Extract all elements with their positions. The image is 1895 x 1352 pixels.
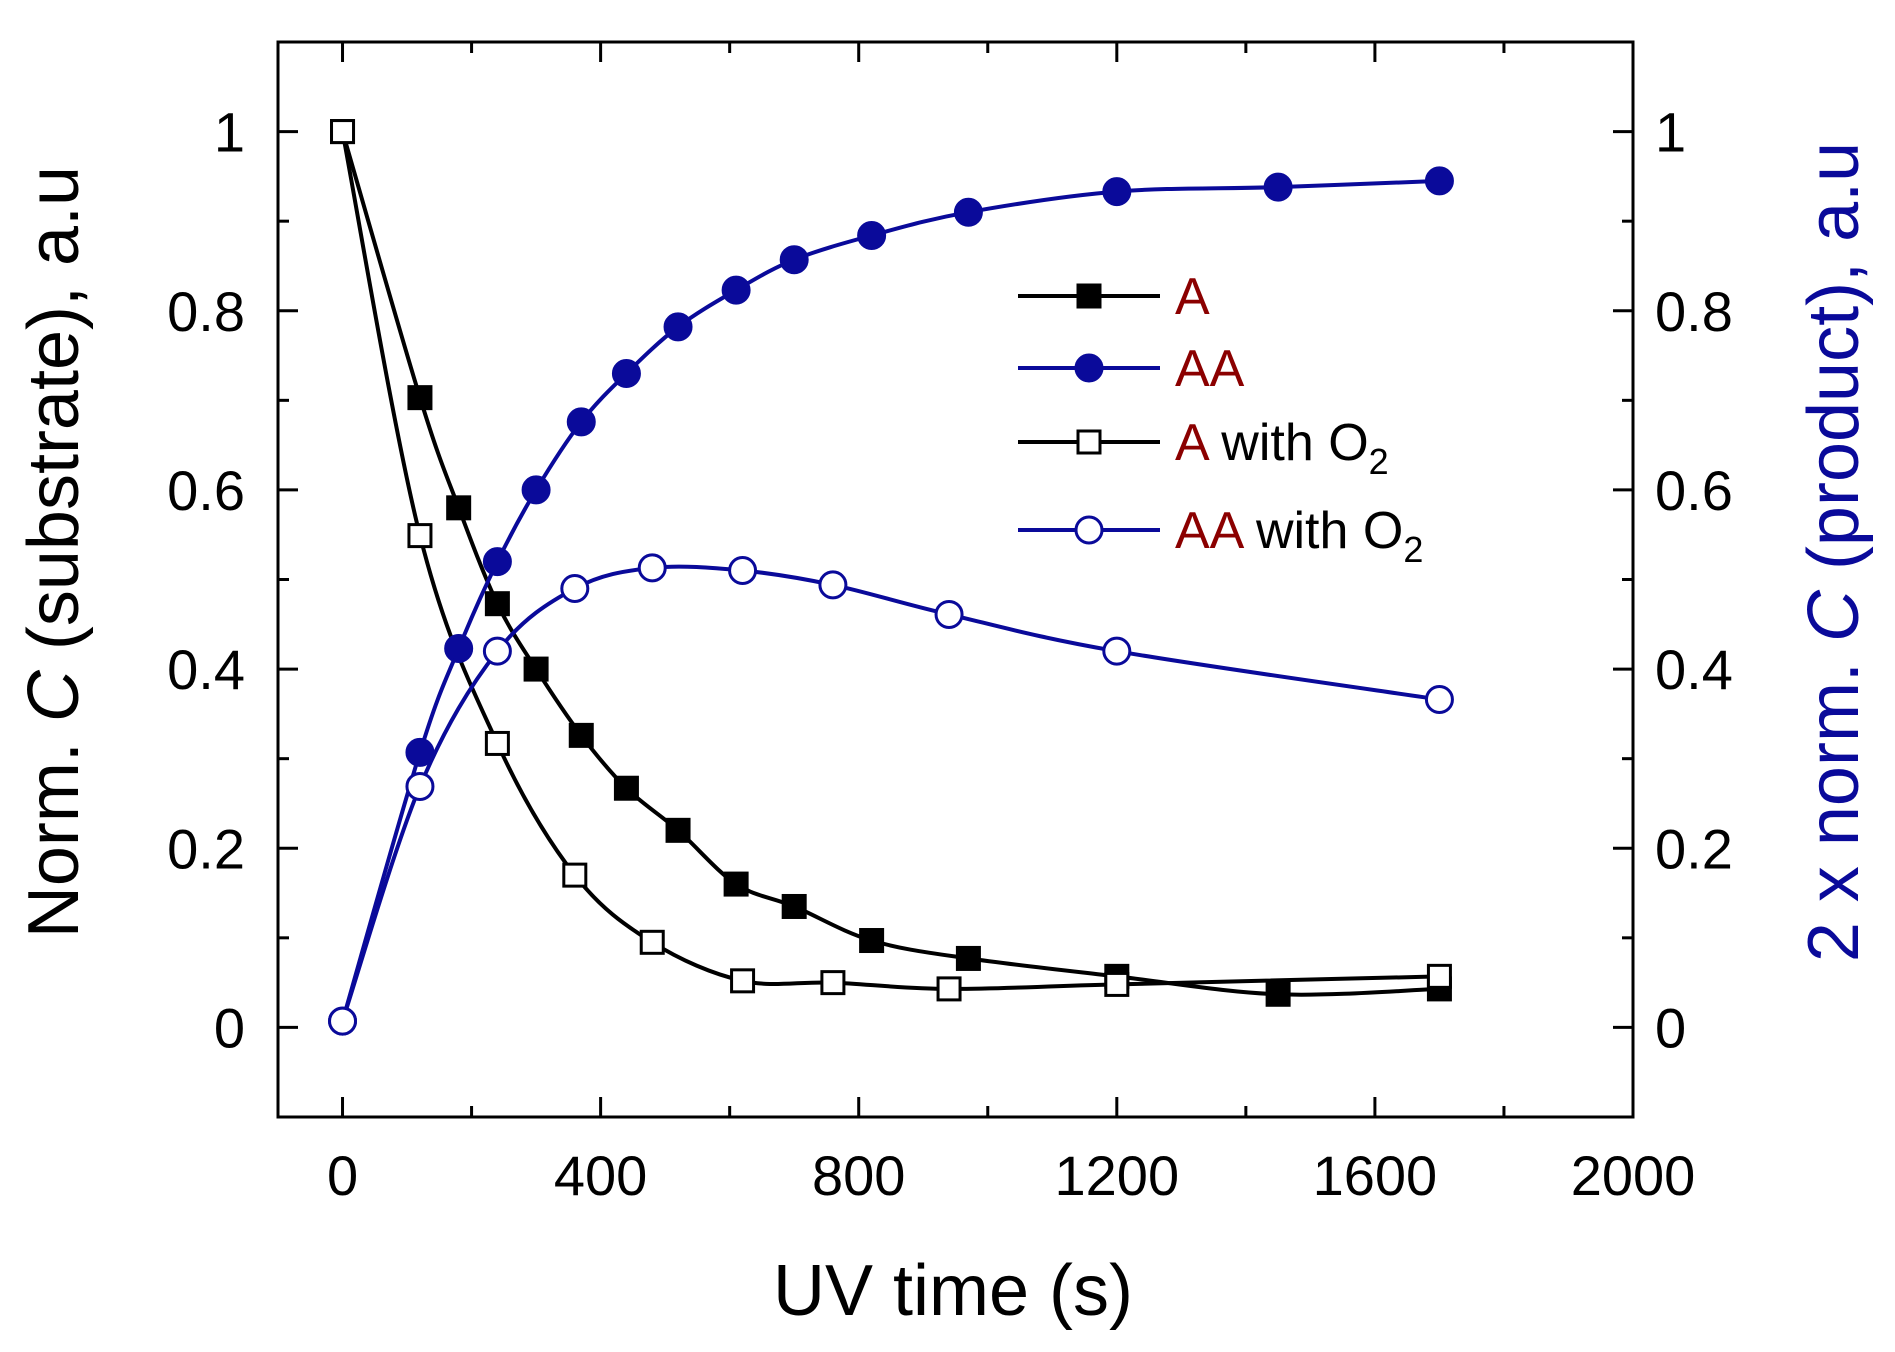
y-tick-label-left: 0.2 [167, 817, 245, 880]
axis-ticks [278, 40, 1635, 1117]
y-axis-title-right-italic: C [1794, 589, 1874, 642]
legend-name-a: A [1175, 268, 1210, 326]
data-point-aa [405, 737, 435, 767]
y-tick-label-right: 0.2 [1655, 817, 1733, 880]
data-point-a-with-o2 [730, 968, 756, 994]
legend-label-aa-with-o2: AA with O2 [1175, 502, 1423, 570]
data-point-a-with-o2 [1426, 963, 1452, 989]
y-tick-label-right: 0.6 [1655, 459, 1733, 522]
data-point-aa [779, 245, 809, 275]
x-tick-label: 800 [812, 1144, 905, 1207]
data-point-aa-with-o2 [328, 1006, 358, 1036]
data-point-aa-with-o2 [1102, 636, 1132, 666]
series-line-aa-with-o2 [340, 564, 1440, 1022]
legend-label-aa: AA [1175, 340, 1245, 398]
y-tick-label-left: 0 [214, 996, 245, 1059]
y-axis-title-right-prefix: 2 x norm. [1794, 642, 1874, 962]
legend-label-a-with-o2: A with O2 [1175, 414, 1389, 482]
data-point-aa-with-o2 [728, 556, 758, 586]
y-tick-label-right: 0.4 [1655, 638, 1733, 701]
data-point-a [781, 893, 807, 919]
data-point-aa [1263, 172, 1293, 202]
data-point-aa-with-o2 [637, 553, 667, 583]
series-markers [328, 119, 1454, 1036]
x-tick-label: 2000 [1571, 1144, 1696, 1207]
legend-suffix-a-with-o2: with O [1207, 414, 1369, 472]
data-point-a [665, 817, 691, 843]
series-curves [340, 131, 1440, 1022]
data-point-aa-with-o2 [1424, 685, 1454, 715]
legend-marker-aa-with-o2 [1074, 515, 1104, 545]
y-tick-label-left: 0.4 [167, 638, 245, 701]
y-axis-title-left-prefix: Norm. [14, 722, 94, 938]
axis-tick-labels: 0 400 800 1200 1600 2000 0 0 0.2 0.2 0.4 0.4 0.6 0.6 0… [167, 101, 1733, 1207]
data-point-aa [1102, 177, 1132, 207]
y-tick-label-right: 0 [1655, 996, 1686, 1059]
data-point-a [613, 775, 639, 801]
data-point-a [484, 591, 510, 617]
legend-label-a: A [1175, 268, 1210, 326]
data-point-aa [482, 547, 512, 577]
x-tick-label: 0 [327, 1144, 358, 1207]
legend-name-a-with-o2: A [1175, 414, 1210, 472]
data-point-a [1265, 981, 1291, 1007]
data-point-a-with-o2 [562, 862, 588, 888]
y-tick-label-left: 0.6 [167, 459, 245, 522]
data-point-aa-with-o2 [934, 599, 964, 629]
legend-marker-a-with-o2 [1076, 429, 1102, 455]
legend-suffix-aa-with-o2: with O [1242, 502, 1404, 560]
y-tick-label-left: 0.8 [167, 280, 245, 343]
data-point-a-with-o2 [936, 976, 962, 1002]
data-point-aa [663, 312, 693, 342]
x-tick-label: 1200 [1055, 1144, 1180, 1207]
data-point-a [523, 656, 549, 682]
data-point-a-with-o2 [639, 929, 665, 955]
data-point-a-with-o2 [407, 523, 433, 549]
data-point-aa-with-o2 [560, 573, 590, 603]
legend-marker-aa [1074, 353, 1104, 383]
data-point-a-with-o2 [484, 730, 510, 756]
y-axis-title-right-suffix: (product), a.u [1794, 142, 1874, 590]
x-axis-title: UV time (s) [773, 1251, 1133, 1331]
legend-marker-a [1076, 283, 1102, 309]
y-axis-title-left-suffix: (substrate), a.u [14, 166, 94, 670]
data-point-aa [857, 221, 887, 250]
data-point-aa [566, 407, 596, 437]
data-point-a [568, 722, 594, 748]
y-tick-label-left: 1 [214, 101, 245, 164]
data-point-a [723, 871, 749, 897]
data-point-a-with-o2 [1104, 971, 1130, 997]
y-tick-label-right: 1 [1655, 101, 1686, 164]
y-axis-title-left: Norm. C (substrate), a.u [14, 166, 94, 938]
data-point-aa [521, 475, 551, 505]
data-point-a-with-o2 [820, 970, 846, 996]
data-point-aa [721, 275, 751, 305]
y-tick-label-right: 0.8 [1655, 280, 1733, 343]
data-point-aa-with-o2 [818, 570, 848, 600]
data-point-aa-with-o2 [405, 771, 435, 801]
legend-subscript-a-with-o2: 2 [1369, 441, 1389, 482]
x-tick-label: 1600 [1313, 1144, 1438, 1207]
data-point-a [955, 945, 981, 971]
data-point-aa [1424, 166, 1454, 196]
x-tick-label: 400 [554, 1144, 647, 1207]
data-point-aa-with-o2 [482, 636, 512, 666]
data-point-a [407, 385, 433, 411]
data-point-aa [953, 197, 983, 227]
data-point-a [446, 495, 472, 521]
legend-subscript-aa-with-o2: 2 [1403, 529, 1423, 570]
data-point-aa [444, 633, 474, 663]
data-point-aa [611, 358, 641, 388]
data-point-a [859, 928, 885, 954]
legend-name-aa: AA [1175, 340, 1245, 398]
legend-name-aa-with-o2: AA [1175, 502, 1245, 560]
data-point-a-with-o2 [330, 119, 356, 145]
y-axis-title-left-italic: C [14, 669, 94, 722]
y-axis-title-right: 2 x norm. C (product), a.u [1794, 142, 1874, 962]
